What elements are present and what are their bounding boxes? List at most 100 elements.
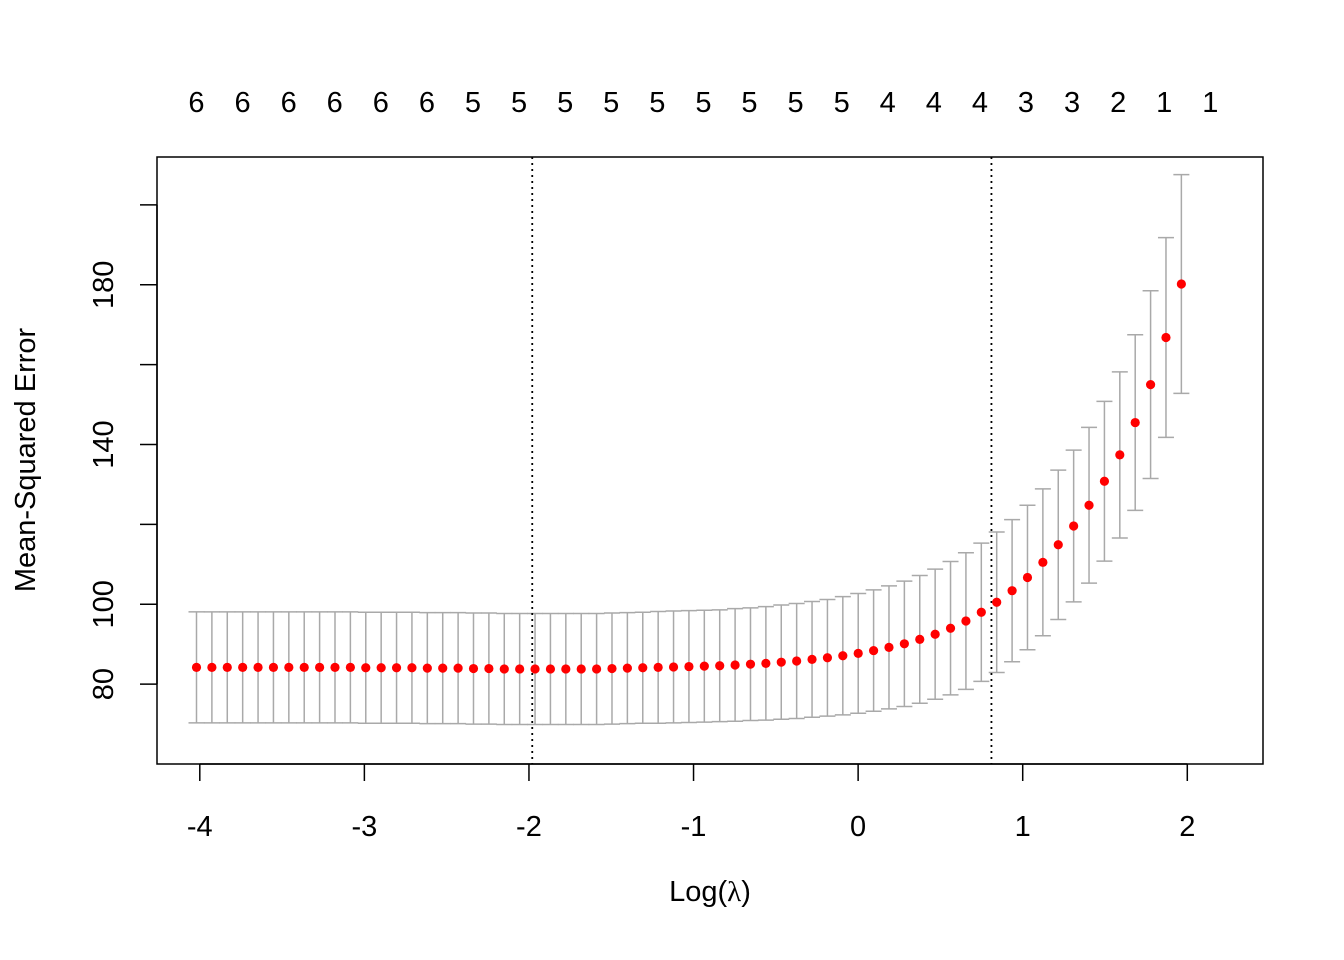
- mse-point: [499, 664, 509, 674]
- mse-point: [191, 662, 202, 672]
- mse-point: [699, 661, 709, 671]
- top-axis-label: 4: [972, 87, 988, 119]
- mse-point: [945, 623, 956, 633]
- mse-point: [1161, 332, 1171, 343]
- mse-point: [745, 659, 756, 669]
- mse-point: [622, 663, 632, 673]
- mse-point: [915, 634, 925, 645]
- y-tick-label: 140: [88, 420, 120, 468]
- mse-points: [191, 279, 1186, 674]
- top-axis-label: 6: [188, 87, 204, 119]
- mse-point: [484, 663, 494, 674]
- y-tick-label: 80: [88, 668, 120, 700]
- x-axis-label: Log(λ): [669, 876, 751, 908]
- x-axis: -4 -3 -2 -1 0 1 2: [187, 763, 1195, 843]
- mse-point: [422, 663, 432, 673]
- mse-point: [468, 663, 479, 674]
- mse-point: [1069, 521, 1079, 531]
- mse-point: [1038, 557, 1048, 567]
- mse-point: [899, 639, 909, 649]
- top-axis-label: 3: [1018, 87, 1034, 119]
- x-tick-label: -4: [187, 811, 213, 843]
- mse-point: [299, 662, 309, 672]
- top-axis-label: 5: [834, 87, 850, 119]
- mse-point: [822, 653, 833, 663]
- top-axis-label: 4: [880, 87, 896, 119]
- top-axis-label: 5: [741, 87, 757, 119]
- top-axis-label: 5: [511, 87, 527, 119]
- mse-point: [515, 664, 525, 674]
- mse-point: [438, 663, 448, 673]
- mse-point: [253, 662, 263, 672]
- top-axis-label: 1: [1156, 87, 1172, 119]
- mse-point: [207, 662, 217, 672]
- x-tick-label: -1: [681, 811, 707, 843]
- top-axis-label: 2: [1110, 87, 1126, 119]
- mse-point: [1130, 417, 1140, 428]
- reference-lines: [531, 157, 993, 764]
- mse-point: [992, 597, 1002, 607]
- y-axis-label: Mean-Squared Error: [10, 327, 42, 592]
- mse-point: [607, 663, 617, 674]
- mse-point: [453, 663, 463, 673]
- mse-point: [1053, 540, 1063, 550]
- mse-point: [238, 662, 248, 672]
- mse-point: [268, 662, 279, 672]
- mse-point: [1145, 380, 1156, 390]
- mse-point: [1022, 572, 1033, 583]
- mse-point: [530, 664, 540, 674]
- top-axis-label: 5: [649, 87, 665, 119]
- x-tick-label: 1: [1015, 811, 1031, 843]
- mse-point: [715, 661, 725, 671]
- mse-point: [684, 661, 694, 672]
- top-axis-label: 5: [465, 87, 481, 119]
- mse-point: [330, 662, 340, 672]
- mse-point: [853, 648, 863, 658]
- mse-point: [592, 664, 602, 674]
- mse-point: [576, 664, 586, 674]
- x-tick-label: 2: [1179, 811, 1195, 843]
- top-axis-label: 6: [281, 87, 297, 119]
- mse-point: [345, 662, 355, 672]
- mse-point: [807, 654, 817, 664]
- top-axis-label: 5: [557, 87, 573, 119]
- mse-point: [361, 663, 371, 673]
- mse-point: [561, 664, 571, 674]
- mse-point: [1115, 450, 1125, 460]
- x-tick-label: 0: [850, 811, 866, 843]
- top-axis-label: 5: [603, 87, 619, 119]
- mse-point: [776, 657, 786, 667]
- top-axis-label: 6: [327, 87, 343, 119]
- mse-point: [638, 663, 648, 673]
- top-axis-label: 6: [373, 87, 389, 119]
- top-axis-label: 5: [695, 87, 711, 119]
- x-tick-label: -3: [351, 811, 377, 843]
- mse-point: [376, 663, 386, 673]
- mse-point: [730, 660, 740, 670]
- mse-point: [976, 607, 986, 617]
- mse-point: [868, 645, 879, 656]
- top-axis-label: 4: [926, 87, 942, 119]
- mse-point: [930, 629, 940, 639]
- mse-point: [884, 642, 894, 652]
- top-axis-label: 6: [419, 87, 435, 119]
- y-axis: 80 100 140 180: [88, 204, 158, 700]
- mse-point: [838, 651, 848, 661]
- x-tick-label: -2: [516, 811, 542, 843]
- top-axis-label: 5: [788, 87, 804, 119]
- y-tick-label: 100: [88, 580, 120, 628]
- mse-point: [668, 662, 679, 672]
- top-axis-label: 3: [1064, 87, 1080, 119]
- mse-point: [792, 656, 802, 666]
- mse-point: [391, 663, 402, 673]
- mse-point: [407, 663, 417, 673]
- mse-point: [1099, 476, 1110, 486]
- mse-point: [961, 616, 971, 626]
- mse-point: [315, 662, 325, 672]
- mse-point: [1007, 586, 1017, 596]
- mse-point: [545, 664, 556, 674]
- mse-point: [222, 662, 232, 672]
- mse-point: [653, 662, 663, 672]
